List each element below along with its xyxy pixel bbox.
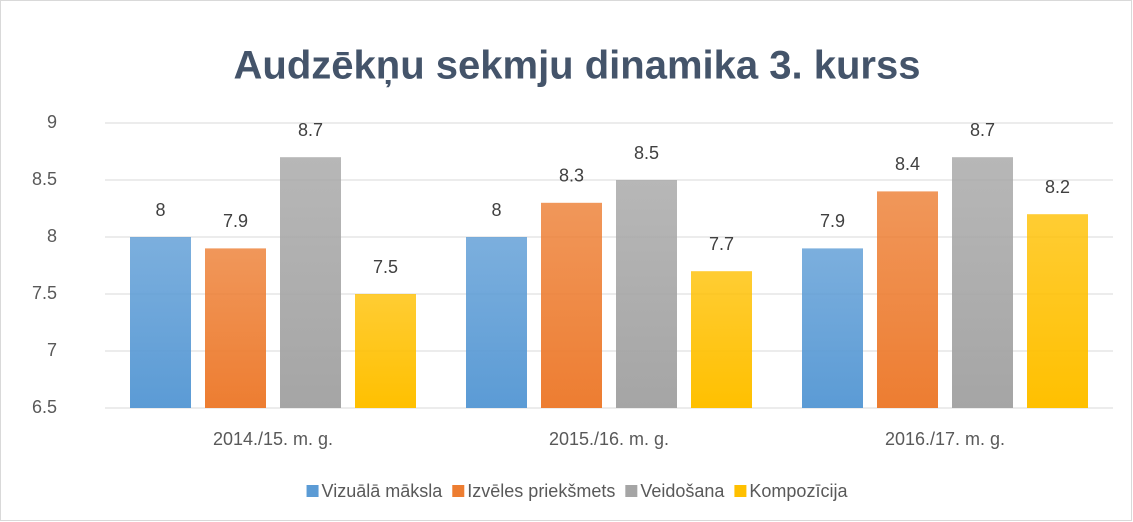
x-tick-label: 2014./15. m. g.: [213, 429, 333, 449]
data-label: 8.4: [895, 154, 920, 174]
legend-swatch: [306, 485, 319, 497]
bar: [616, 180, 677, 408]
bar: [205, 248, 266, 408]
legend-label: Izvēles priekšmets: [467, 481, 615, 501]
legend-swatch: [734, 485, 747, 497]
bar: [691, 271, 752, 408]
legend-swatch: [625, 485, 638, 497]
data-label: 8: [491, 200, 501, 220]
legend-label: Vizuālā māksla: [322, 481, 444, 501]
bar: [280, 157, 341, 408]
data-label: 8.2: [1045, 177, 1070, 197]
y-tick-label: 8: [47, 226, 57, 246]
y-tick-label: 6.5: [32, 397, 57, 417]
data-label: 7.9: [820, 211, 845, 231]
data-label: 7.5: [373, 257, 398, 277]
bar: [877, 191, 938, 408]
data-label: 7.7: [709, 234, 734, 254]
bar: [1027, 214, 1088, 408]
x-tick-label: 2016./17. m. g.: [885, 429, 1005, 449]
bar: [355, 294, 416, 408]
legend: Vizuālā māksla Izvēles priekšmets Veidošan…: [306, 481, 848, 501]
chart-title: Audzēkņu sekmju dinamika 3. kurss: [234, 44, 921, 88]
data-label: 7.9: [223, 211, 248, 231]
bar: [952, 157, 1013, 408]
data-label: 8.3: [559, 166, 584, 186]
data-label: 8: [155, 200, 165, 220]
data-label: 8.5: [634, 143, 659, 163]
data-label: 8.7: [298, 120, 323, 140]
legend-label: Kompozīcija: [749, 481, 848, 501]
legend-swatch: [452, 485, 465, 497]
y-tick-label: 7.5: [32, 283, 57, 303]
bar: [466, 237, 527, 408]
x-tick-label: 2015./16. m. g.: [549, 429, 669, 449]
y-tick-label: 8.5: [32, 169, 57, 189]
data-label: 8.7: [970, 120, 995, 140]
bar: [541, 202, 602, 408]
bar: [802, 248, 863, 408]
legend-label: Veidošana: [640, 481, 725, 501]
y-tick-label: 9: [47, 112, 57, 132]
bar: [130, 237, 191, 408]
y-tick-label: 7: [47, 340, 57, 360]
